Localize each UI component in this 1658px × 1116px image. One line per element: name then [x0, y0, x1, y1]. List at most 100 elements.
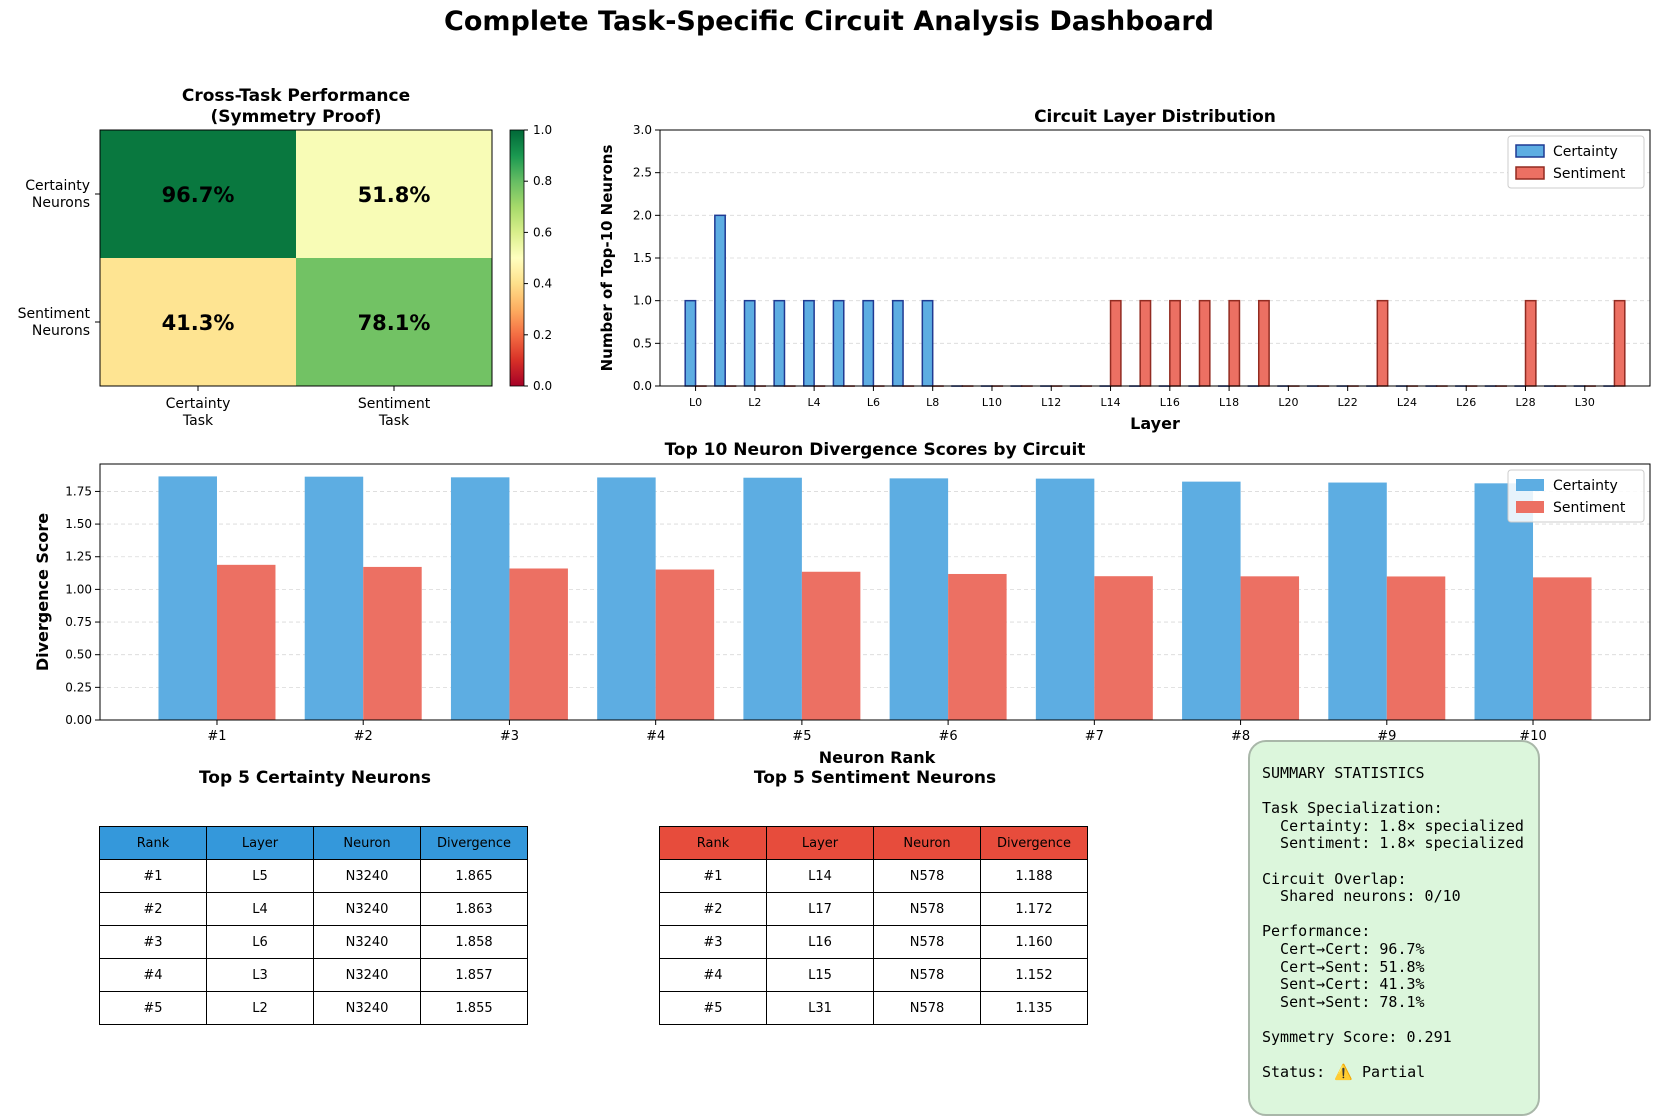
y-tick-label: 0.0 — [633, 379, 652, 393]
divergence-title: Top 10 Neuron Divergence Scores by Circu… — [665, 440, 1086, 460]
table-cell: #5 — [100, 992, 207, 1025]
table-header-row: Rank Layer Neuron Divergence — [100, 827, 528, 860]
summary-statistics-text: SUMMARY STATISTICS Task Specialization: … — [1262, 765, 1524, 1082]
y-axis-label: Divergence Score — [33, 513, 52, 671]
x-tick-label: L16 — [1160, 396, 1180, 409]
table-cell: L2 — [207, 992, 314, 1025]
x-tick-label: L10 — [982, 396, 1002, 409]
x-tick-label: #6 — [939, 729, 958, 744]
divergence-bar — [743, 478, 801, 720]
y-tick-label: 1.0 — [633, 294, 652, 308]
x-tick-label: L22 — [1338, 396, 1358, 409]
x-tick-label: L8 — [926, 396, 939, 409]
table-cell: L4 — [207, 893, 314, 926]
table-cell: 1.857 — [421, 959, 528, 992]
legend-label: Sentiment — [1553, 500, 1626, 516]
divergence-bar — [363, 567, 421, 720]
col-header: Layer — [767, 827, 874, 860]
x-tick-label: #3 — [500, 729, 519, 744]
legend-label: Certainty — [1553, 144, 1618, 160]
table-cell: #3 — [100, 926, 207, 959]
table-cell: N578 — [874, 959, 981, 992]
layer-bar — [1199, 301, 1209, 386]
x-tick-label: L0 — [689, 396, 702, 409]
colorbar — [510, 130, 524, 386]
layer-bar — [893, 301, 903, 386]
layer-bar — [1170, 301, 1180, 386]
x-tick-label: L4 — [808, 396, 821, 409]
table-cell: N3240 — [314, 860, 421, 893]
table-cell: #1 — [660, 860, 767, 893]
divergence-bar — [451, 477, 509, 720]
y-tick-label: 0.5 — [633, 336, 652, 350]
divergence-chart: Top 10 Neuron Divergence Scores by Circu… — [0, 430, 1658, 775]
x-tick-label: L26 — [1456, 396, 1476, 409]
layer-bar — [715, 215, 725, 386]
y-axis-label: Number of Top-10 Neurons — [598, 145, 616, 372]
col-header: Rank — [100, 827, 207, 860]
y-tick-label: 2.0 — [633, 208, 652, 222]
x-tick-label: #4 — [646, 729, 665, 744]
heatmap-col-label: Task — [182, 413, 214, 429]
divergence-bar — [1182, 482, 1240, 720]
table-cell: #4 — [100, 959, 207, 992]
heatmap-col-label: Task — [378, 413, 410, 429]
y-tick-label: 1.25 — [65, 550, 92, 564]
divergence-bar — [1036, 479, 1094, 720]
x-tick-label: L20 — [1278, 396, 1298, 409]
table-cell: N3240 — [314, 959, 421, 992]
divergence-bar — [1533, 577, 1591, 720]
y-tick-label: 2.5 — [633, 166, 652, 180]
table-cell: L17 — [767, 893, 874, 926]
heatmap-cell-label: 51.8% — [358, 183, 431, 207]
divergence-bar — [1387, 576, 1445, 720]
table-cell: N578 — [874, 860, 981, 893]
table-cell: N578 — [874, 992, 981, 1025]
x-tick-label: L14 — [1100, 396, 1120, 409]
divergence-bar — [890, 478, 948, 720]
divergence-bar — [1094, 576, 1152, 720]
col-header: Layer — [207, 827, 314, 860]
y-tick-label: 0.00 — [65, 713, 92, 727]
table-cell: L6 — [207, 926, 314, 959]
heatmap-row-label: Neurons — [32, 323, 90, 339]
divergence-bar — [1241, 576, 1299, 720]
y-tick-label: 0.50 — [65, 648, 92, 662]
layer-bar — [1111, 301, 1121, 386]
table-cell: #2 — [100, 893, 207, 926]
heatmap-row-label: Sentiment — [18, 306, 91, 322]
layer-chart-title: Circuit Layer Distribution — [1034, 107, 1276, 127]
colorbar-tick-label: 0.6 — [533, 225, 552, 239]
layer-bar — [774, 301, 784, 386]
colorbar-tick-label: 0.8 — [533, 174, 552, 188]
table-cell: L5 — [207, 860, 314, 893]
divergence-bar — [305, 477, 363, 720]
layer-bar — [804, 301, 814, 386]
x-axis-label: Neuron Rank — [819, 748, 936, 767]
layer-bar — [1259, 301, 1269, 386]
y-tick-label: 0.75 — [65, 615, 92, 629]
layer-bar — [922, 301, 932, 386]
table-cell: #5 — [660, 992, 767, 1025]
divergence-bar — [597, 477, 655, 720]
heatmap-row-label: Neurons — [32, 195, 90, 211]
y-tick-label: 1.00 — [65, 582, 92, 596]
y-tick-label: 1.50 — [65, 517, 92, 531]
cross-task-heatmap: Cross-Task Performance(Symmetry Proof)96… — [0, 0, 560, 440]
col-header: Neuron — [874, 827, 981, 860]
colorbar-tick-label: 0.4 — [533, 277, 552, 291]
table-cell: L15 — [767, 959, 874, 992]
table-cell: L31 — [767, 992, 874, 1025]
heatmap-col-label: Sentiment — [358, 396, 431, 412]
table-cell: 1.172 — [981, 893, 1088, 926]
table-cell: N3240 — [314, 926, 421, 959]
table-cell: N578 — [874, 893, 981, 926]
colorbar-tick-label: 1.0 — [533, 123, 552, 137]
